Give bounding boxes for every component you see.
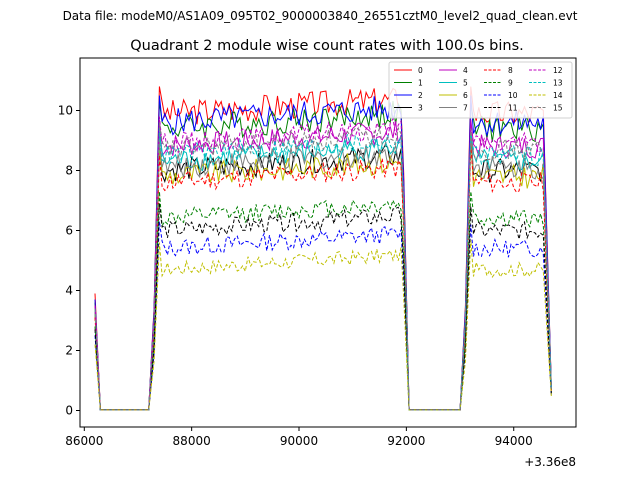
series-line-1 (94, 100, 552, 411)
legend-label-2: 2 (418, 91, 423, 100)
x-tick-label: 86000 (65, 434, 103, 448)
legend-label-0: 0 (418, 66, 423, 75)
x-axis: 86000 88000 90000 92000 94000 (65, 427, 533, 448)
y-tick-label: 6 (65, 224, 73, 238)
y-tick-label: 2 (65, 344, 73, 358)
series-line-8 (94, 146, 552, 411)
chart-title: Quadrant 2 module wise count rates with … (130, 38, 524, 54)
chart-suptitle: Data file: modeM0/AS1A09_095T02_90000038… (63, 9, 578, 23)
legend-label-3: 3 (418, 104, 423, 113)
y-tick-label: 0 (65, 404, 73, 418)
x-tick-label: 94000 (495, 434, 533, 448)
x-tick-label: 92000 (387, 434, 425, 448)
series-line-12 (94, 116, 552, 411)
series-line-15 (94, 122, 552, 411)
series-line-9 (94, 191, 552, 411)
series-line-2 (94, 95, 552, 411)
legend-label-11: 11 (508, 104, 518, 113)
series-line-14 (94, 239, 552, 411)
y-tick-label: 10 (58, 104, 73, 118)
series-line-7 (94, 134, 552, 411)
legend-label-1: 1 (418, 79, 423, 88)
legend-label-7: 7 (463, 104, 468, 113)
legend-label-6: 6 (463, 91, 468, 100)
legend-label-15: 15 (553, 104, 563, 113)
x-tick-label: 88000 (173, 434, 211, 448)
x-axis-offset-label: +3.36e8 (524, 455, 576, 469)
legend-box (388, 61, 573, 119)
y-tick-label: 8 (65, 164, 73, 178)
series-line-11 (94, 203, 552, 411)
legend-label-12: 12 (553, 66, 563, 75)
series-line-10 (94, 221, 552, 411)
legend-label-5: 5 (463, 79, 468, 88)
plot-area-frame (79, 57, 577, 428)
legend-label-10: 10 (508, 91, 518, 100)
series-layer (94, 86, 552, 411)
legend-label-8: 8 (508, 66, 513, 75)
legend-label-9: 9 (508, 79, 513, 88)
y-axis: 0 2 4 6 8 10 (58, 104, 80, 418)
legend-label-4: 4 (463, 66, 468, 75)
x-tick-label: 90000 (280, 434, 318, 448)
series-line-13 (94, 128, 552, 411)
y-tick-label: 4 (65, 284, 73, 298)
legend-label-13: 13 (553, 79, 563, 88)
legend-label-14: 14 (553, 91, 563, 100)
